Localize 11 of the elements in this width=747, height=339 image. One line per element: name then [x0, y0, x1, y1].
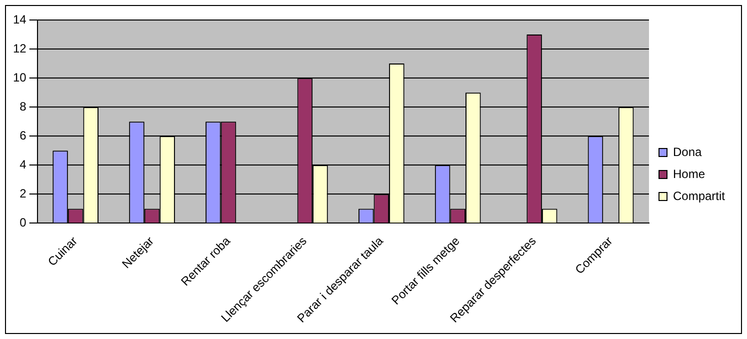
y-tick-label: 12 — [12, 41, 27, 56]
y-tick-label: 14 — [12, 12, 27, 26]
legend-label: Dona — [672, 144, 702, 159]
legend-label: Home — [672, 166, 706, 181]
y-tick-label: 6 — [20, 128, 27, 142]
y-tick-label: 8 — [20, 99, 27, 114]
y-tick-label: 4 — [20, 157, 27, 172]
legend-label: Compartit — [672, 188, 726, 203]
y-tick-label: 0 — [20, 216, 27, 230]
y-tick-label: 10 — [12, 70, 27, 84]
y-tick-label: 2 — [20, 186, 27, 200]
